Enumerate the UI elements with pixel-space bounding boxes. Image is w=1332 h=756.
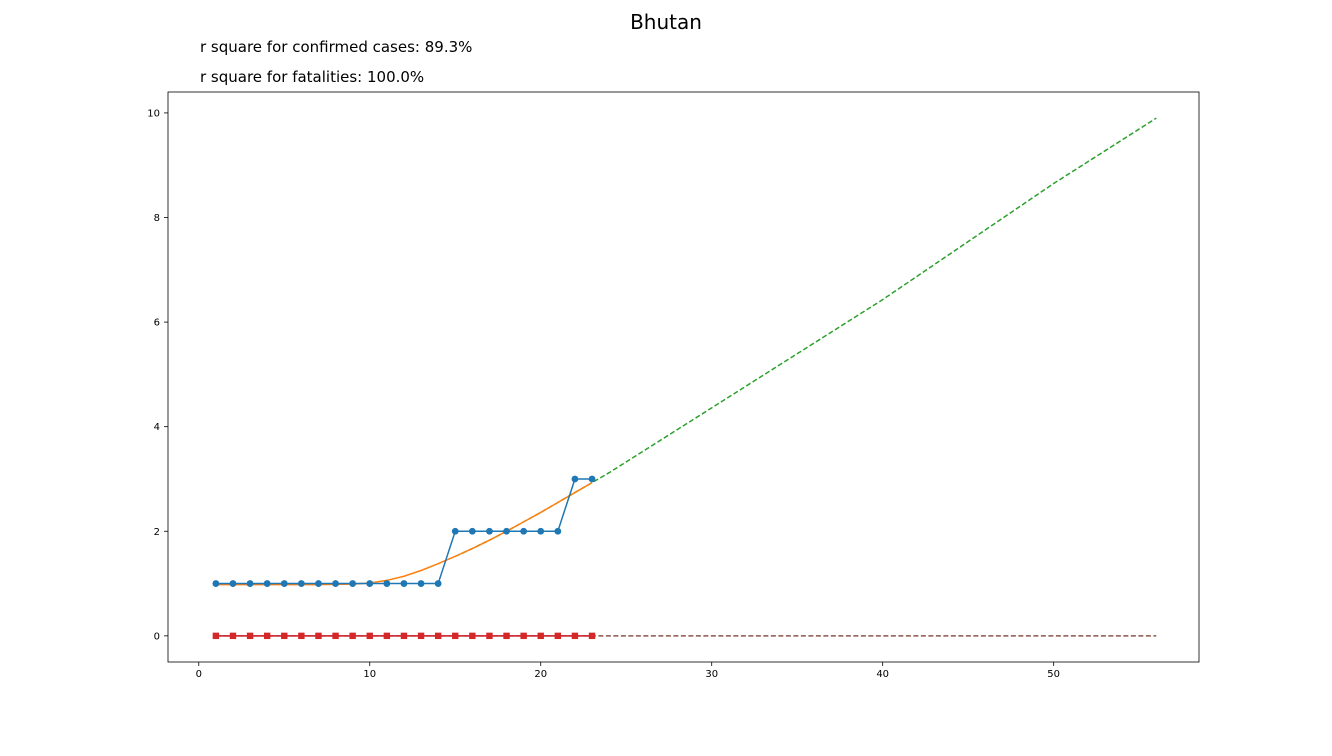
confirmed-point [468,527,476,535]
confirmed-point [503,527,510,535]
confirmed-line [215,478,593,585]
plot-frame [167,91,1200,663]
confirmed-point [263,580,271,587]
confirmed-point [332,580,339,587]
fatalities-point [520,632,527,640]
confirmed-point [246,580,254,587]
x-tick-label: 40 [876,669,889,680]
fatalities-point [417,632,425,640]
fatalities-point [469,632,476,640]
confirmed-point [400,580,408,587]
fatalities-point [263,632,271,640]
confirmed-projection-line [454,117,1157,558]
fatalities-point [452,632,459,640]
fatalities-point [486,632,493,640]
confirmed-point [434,580,442,587]
x-tick-label: 20 [534,669,547,680]
confirmed-point [486,527,493,535]
r-square-fatalities-annotation: r square for fatalities: 100.0% [200,68,425,86]
r-square-confirmed-annotation: r square for confirmed cases: 89.3% [200,38,473,56]
confirmed-point [297,580,305,587]
x-tick-label: 0 [196,669,202,680]
confirmed-point [520,527,528,535]
fatalities-point [229,632,237,640]
confirmed-point [571,475,579,483]
y-tick-label: 6 [154,318,160,329]
fatalities-point [349,632,356,640]
confirmed-point [212,580,220,587]
y-tick-label: 8 [154,213,160,224]
y-tick-label: 2 [154,527,160,538]
confirmed-point [280,580,288,587]
x-tick-label: 30 [705,669,718,680]
confirmed-point [383,580,391,587]
confirmed-point [451,527,459,535]
fatalities-point [366,632,373,640]
y-tick-label: 10 [147,108,160,119]
fatalities-point [315,632,322,640]
confirmed-point [315,580,322,587]
confirmed-point [366,580,374,587]
y-tick-label: 0 [154,631,160,642]
fatalities-point [571,632,579,640]
confirmed-point [229,580,237,587]
x-tick-label: 50 [1047,669,1060,680]
fatalities-point [400,632,408,640]
fatalities-point [332,632,339,640]
fatalities-point [383,632,391,640]
confirmed-point [554,527,562,535]
fatalities-point [281,632,288,640]
confirmed-point [537,527,545,535]
fatalities-point [212,632,220,640]
fatalities-point [434,632,442,640]
y-tick-label: 4 [154,422,160,433]
axes: 0 10 20 30 40 50 0 2 4 6 8 10 [147,91,1200,680]
confirmed-point [349,580,357,587]
confirmed-point [588,475,596,483]
fatalities-point [588,632,596,640]
x-tick-label: 10 [363,669,376,680]
fatalities-point [298,632,305,640]
fatalities-point [503,632,510,640]
confirmed-point [417,580,425,587]
plot-area [212,117,1157,640]
confirmed-fit-line [215,481,593,586]
chart-title: Bhutan [630,10,702,34]
fatalities-point [554,632,562,640]
fatalities-point [537,632,544,640]
fatalities-point [246,632,254,640]
